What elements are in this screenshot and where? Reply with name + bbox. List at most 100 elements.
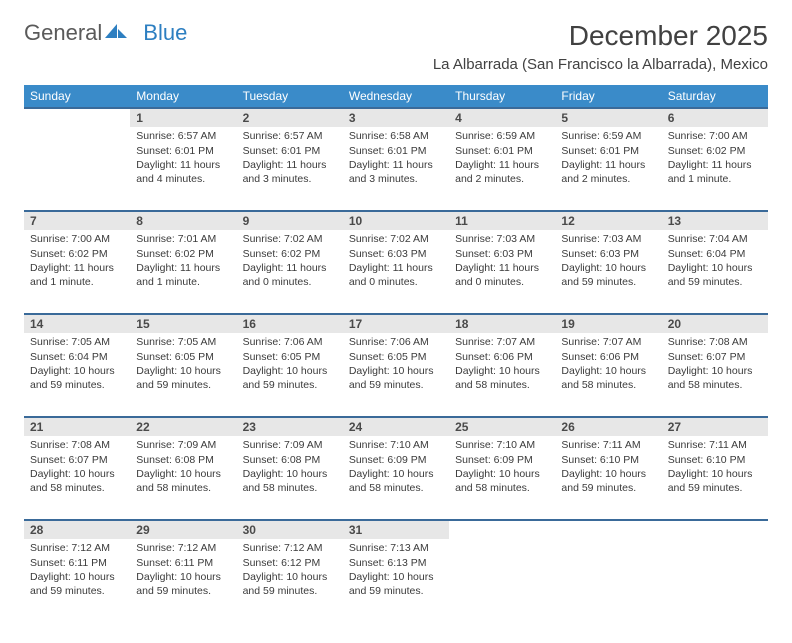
daylight-text: Daylight: 10 hours and 59 minutes. [349,571,443,598]
empty-day-number [449,520,555,539]
sunset-text: Sunset: 6:09 PM [455,454,549,468]
day-number: 7 [24,211,130,230]
day-cell: Sunrise: 7:03 AMSunset: 6:03 PMDaylight:… [555,230,661,314]
day-cell: Sunrise: 7:12 AMSunset: 6:11 PMDaylight:… [24,539,130,623]
daylight-text: Daylight: 10 hours and 58 minutes. [30,468,124,495]
logo-text-1: General [24,20,102,46]
title-block: December 2025 La Albarrada (San Francisc… [433,20,768,73]
daylight-text: Daylight: 11 hours and 4 minutes. [136,159,230,186]
day-number: 31 [343,520,449,539]
daylight-text: Daylight: 10 hours and 59 minutes. [136,571,230,598]
daylight-text: Daylight: 10 hours and 59 minutes. [243,365,337,392]
day-cell: Sunrise: 7:08 AMSunset: 6:07 PMDaylight:… [662,333,768,417]
sunset-text: Sunset: 6:04 PM [668,248,762,262]
weekday-header: Friday [555,85,661,108]
sunrise-text: Sunrise: 7:13 AM [349,542,443,556]
daylight-text: Daylight: 10 hours and 58 minutes. [455,365,549,392]
daylight-text: Daylight: 10 hours and 59 minutes. [243,571,337,598]
empty-day-number [662,520,768,539]
content-row: Sunrise: 7:00 AMSunset: 6:02 PMDaylight:… [24,230,768,314]
day-cell: Sunrise: 7:05 AMSunset: 6:05 PMDaylight:… [130,333,236,417]
sunrise-text: Sunrise: 7:07 AM [561,336,655,350]
content-row: Sunrise: 7:12 AMSunset: 6:11 PMDaylight:… [24,539,768,623]
sunset-text: Sunset: 6:01 PM [349,145,443,159]
day-number: 10 [343,211,449,230]
day-cell: Sunrise: 7:02 AMSunset: 6:02 PMDaylight:… [237,230,343,314]
weekday-header: Saturday [662,85,768,108]
sunset-text: Sunset: 6:02 PM [30,248,124,262]
day-number: 28 [24,520,130,539]
day-cell: Sunrise: 7:12 AMSunset: 6:12 PMDaylight:… [237,539,343,623]
empty-day-cell [555,539,661,623]
daylight-text: Daylight: 10 hours and 59 minutes. [349,365,443,392]
sunset-text: Sunset: 6:02 PM [136,248,230,262]
empty-day-number [555,520,661,539]
sunrise-text: Sunrise: 7:07 AM [455,336,549,350]
day-cell: Sunrise: 7:03 AMSunset: 6:03 PMDaylight:… [449,230,555,314]
sunrise-text: Sunrise: 7:05 AM [30,336,124,350]
day-number: 18 [449,314,555,333]
daylight-text: Daylight: 10 hours and 59 minutes. [668,468,762,495]
sunrise-text: Sunrise: 7:00 AM [30,233,124,247]
daynum-row: 78910111213 [24,211,768,230]
daylight-text: Daylight: 10 hours and 59 minutes. [561,468,655,495]
sunset-text: Sunset: 6:02 PM [668,145,762,159]
day-number: 15 [130,314,236,333]
sunset-text: Sunset: 6:13 PM [349,557,443,571]
daylight-text: Daylight: 11 hours and 1 minute. [668,159,762,186]
day-cell: Sunrise: 7:12 AMSunset: 6:11 PMDaylight:… [130,539,236,623]
daylight-text: Daylight: 10 hours and 59 minutes. [30,365,124,392]
sunrise-text: Sunrise: 7:12 AM [30,542,124,556]
weekday-header: Wednesday [343,85,449,108]
day-number: 21 [24,417,130,436]
day-cell: Sunrise: 7:13 AMSunset: 6:13 PMDaylight:… [343,539,449,623]
day-cell: Sunrise: 7:01 AMSunset: 6:02 PMDaylight:… [130,230,236,314]
day-number: 30 [237,520,343,539]
sunset-text: Sunset: 6:03 PM [349,248,443,262]
sunset-text: Sunset: 6:03 PM [561,248,655,262]
day-number: 26 [555,417,661,436]
sunset-text: Sunset: 6:04 PM [30,351,124,365]
day-number: 6 [662,108,768,127]
sunrise-text: Sunrise: 6:58 AM [349,130,443,144]
sunrise-text: Sunrise: 7:09 AM [243,439,337,453]
sunrise-text: Sunrise: 7:08 AM [668,336,762,350]
daynum-row: 123456 [24,108,768,127]
daynum-row: 21222324252627 [24,417,768,436]
logo-text-2: Blue [143,20,187,46]
daylight-text: Daylight: 11 hours and 1 minute. [30,262,124,289]
sunset-text: Sunset: 6:12 PM [243,557,337,571]
day-number: 25 [449,417,555,436]
day-number: 1 [130,108,236,127]
empty-day-cell [24,127,130,211]
sunrise-text: Sunrise: 7:00 AM [668,130,762,144]
sunset-text: Sunset: 6:01 PM [136,145,230,159]
daylight-text: Daylight: 11 hours and 0 minutes. [455,262,549,289]
sunrise-text: Sunrise: 7:03 AM [455,233,549,247]
day-number: 17 [343,314,449,333]
sunset-text: Sunset: 6:05 PM [243,351,337,365]
daylight-text: Daylight: 10 hours and 58 minutes. [561,365,655,392]
day-cell: Sunrise: 7:04 AMSunset: 6:04 PMDaylight:… [662,230,768,314]
daylight-text: Daylight: 11 hours and 2 minutes. [455,159,549,186]
logo-sail-icon [105,20,127,46]
sunset-text: Sunset: 6:09 PM [349,454,443,468]
day-cell: Sunrise: 7:06 AMSunset: 6:05 PMDaylight:… [343,333,449,417]
sunrise-text: Sunrise: 6:59 AM [561,130,655,144]
sunset-text: Sunset: 6:05 PM [349,351,443,365]
day-cell: Sunrise: 7:10 AMSunset: 6:09 PMDaylight:… [449,436,555,520]
sunrise-text: Sunrise: 7:04 AM [668,233,762,247]
weekday-header: Sunday [24,85,130,108]
daynum-row: 14151617181920 [24,314,768,333]
daylight-text: Daylight: 11 hours and 3 minutes. [349,159,443,186]
day-cell: Sunrise: 7:09 AMSunset: 6:08 PMDaylight:… [237,436,343,520]
sunrise-text: Sunrise: 6:59 AM [455,130,549,144]
day-number: 9 [237,211,343,230]
logo: General Blue [24,20,187,46]
day-number: 23 [237,417,343,436]
sunset-text: Sunset: 6:03 PM [455,248,549,262]
sunset-text: Sunset: 6:06 PM [561,351,655,365]
sunrise-text: Sunrise: 7:03 AM [561,233,655,247]
day-cell: Sunrise: 7:10 AMSunset: 6:09 PMDaylight:… [343,436,449,520]
day-cell: Sunrise: 6:57 AMSunset: 6:01 PMDaylight:… [130,127,236,211]
